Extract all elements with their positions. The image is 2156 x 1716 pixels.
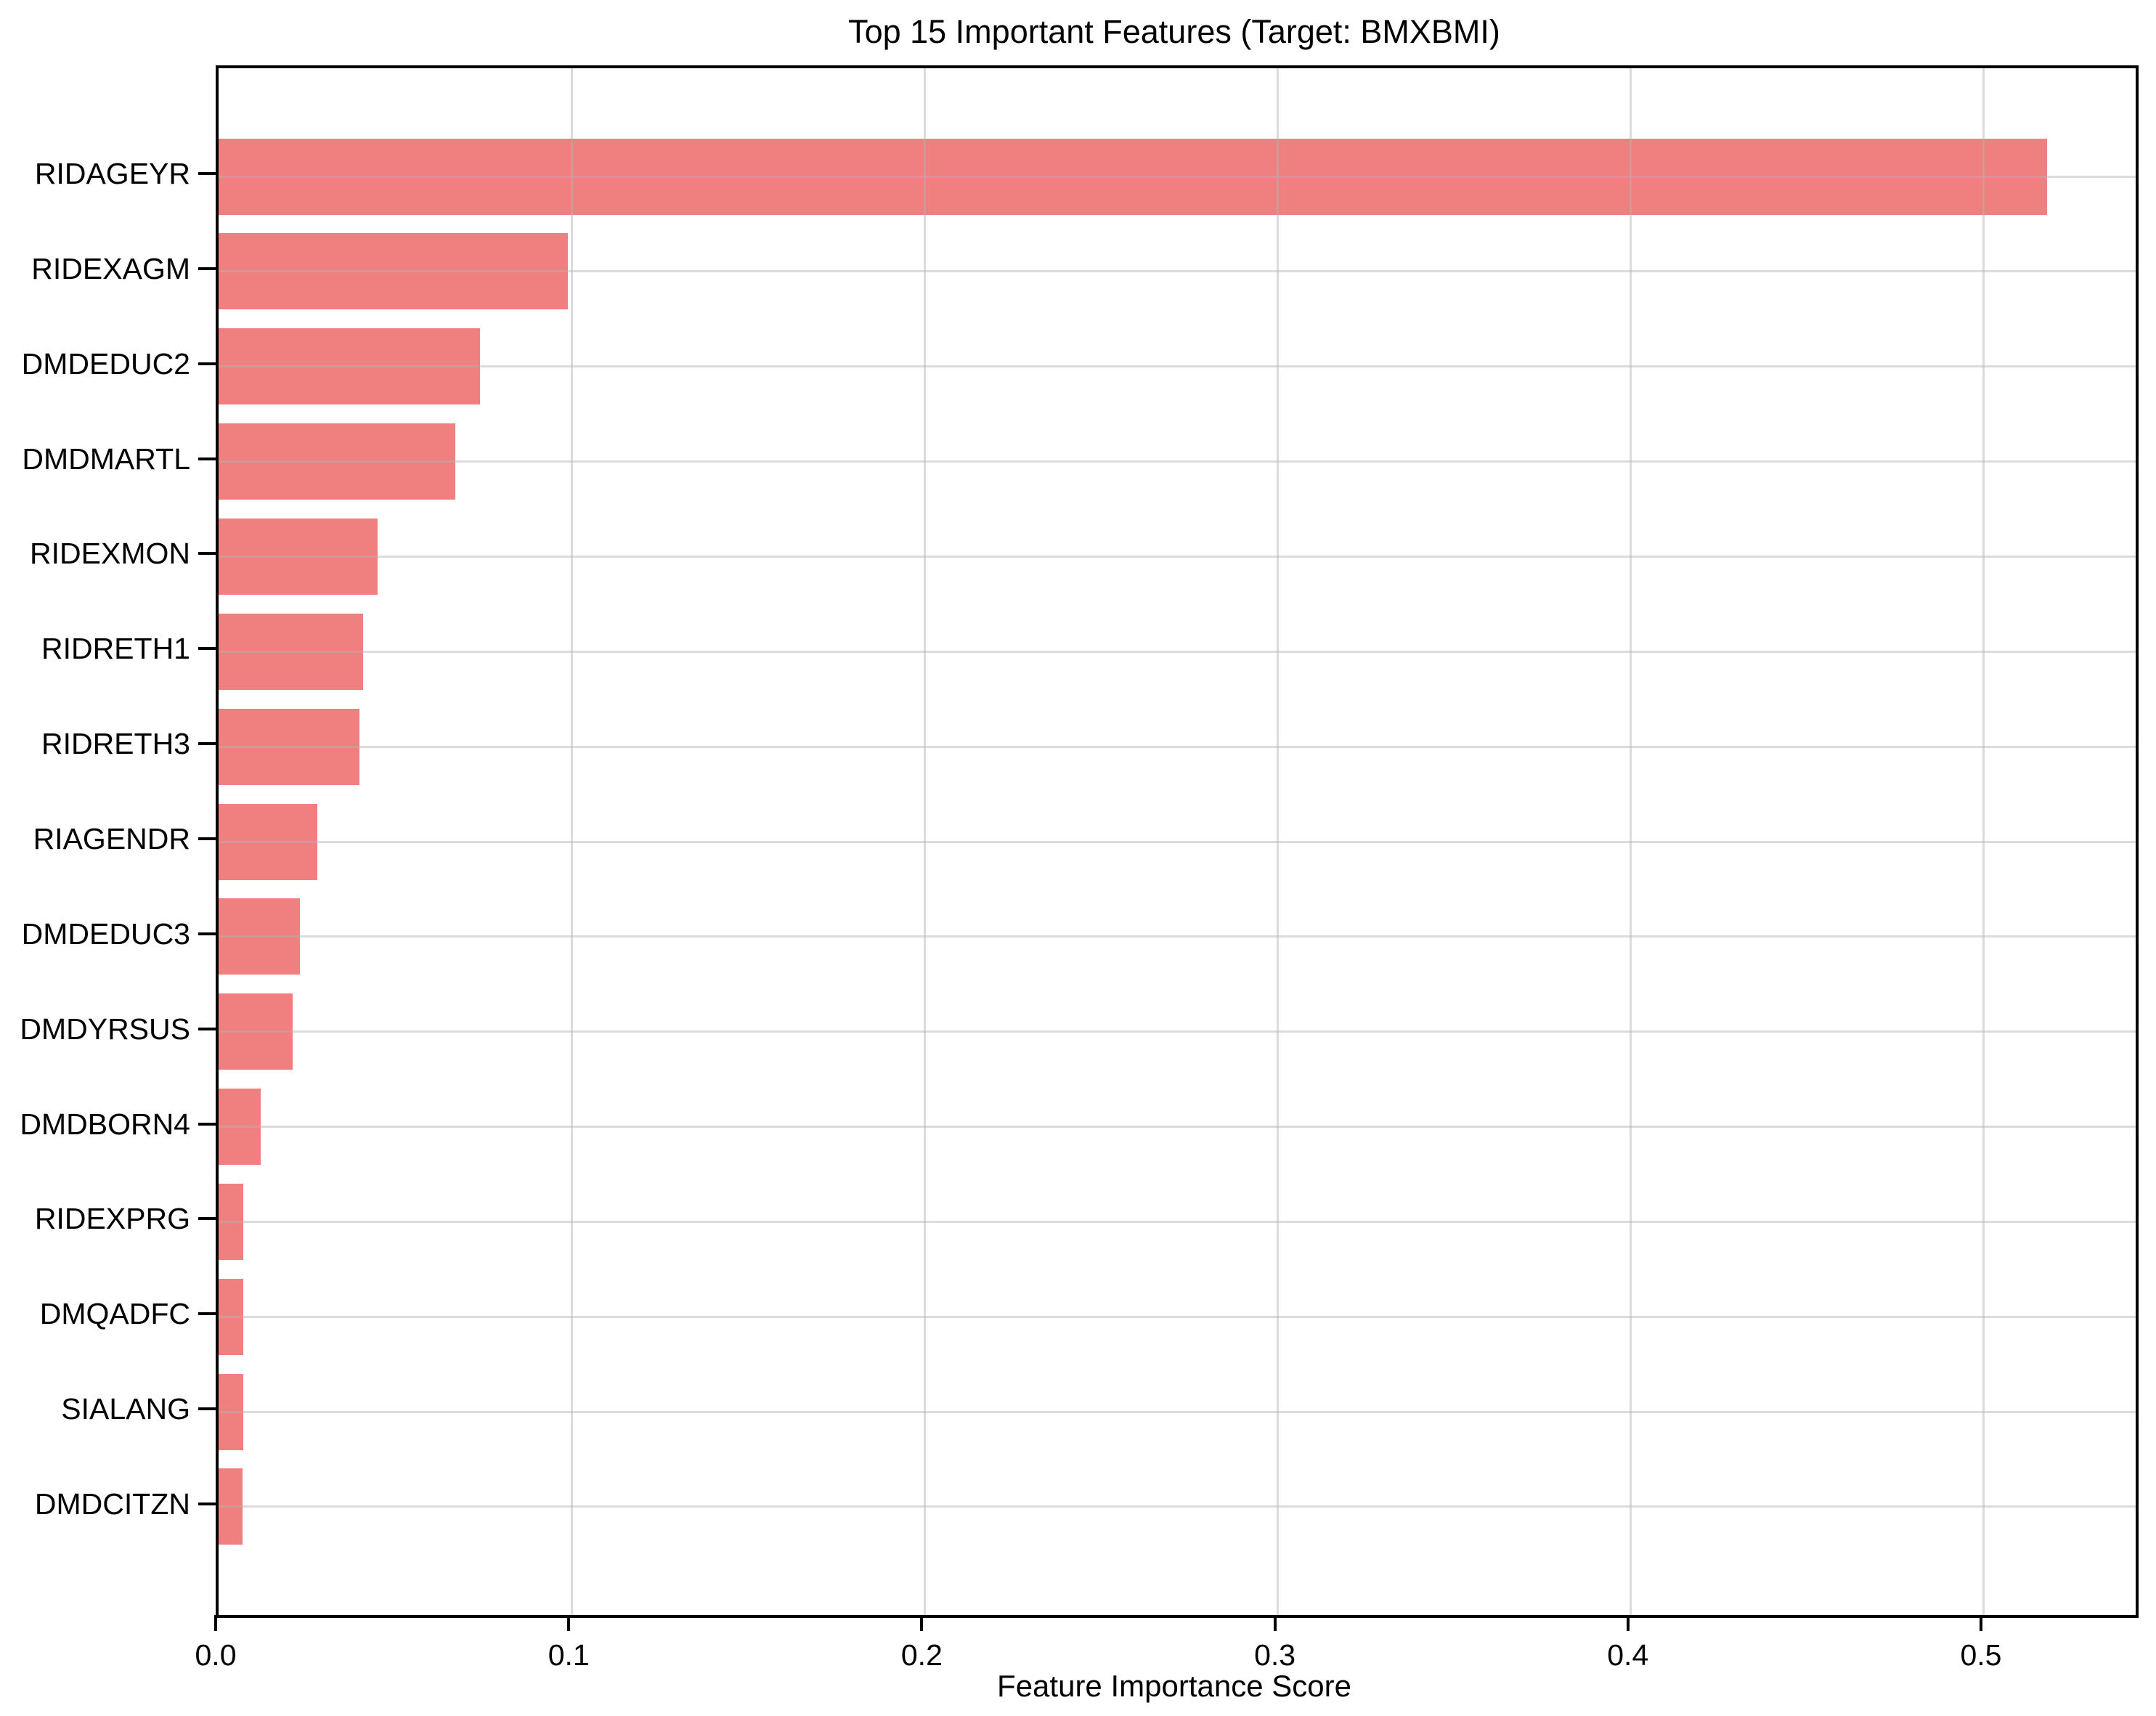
x-tick-mark [920,1615,924,1631]
bars-layer [219,68,2136,1615]
bar-dmqadfc [219,1278,243,1355]
bar-ridreth1 [219,613,364,690]
y-tick-mark [198,1122,216,1126]
chart-title: Top 15 Important Features (Target: BMXBM… [848,13,1500,50]
y-tick-mark [198,1502,216,1505]
bar-dmdeduc3 [219,898,300,975]
bar-ridexmon [219,518,378,595]
y-tick-mark [198,837,216,840]
y-tick-label-dmdeduc2: DMDEDUC2 [21,346,190,381]
y-tick-label-ridreth3: RIDRETH3 [41,727,190,761]
y-tick-mark [198,362,216,365]
x-tick-mark [214,1615,217,1631]
y-tick-label-ridreth1: RIDRETH1 [41,632,190,666]
y-tick-mark [198,1217,216,1221]
x-tick-label: 0.0 [195,1638,237,1672]
y-tick-label-ridageyr: RIDAGEYR [34,157,190,191]
bar-dmdcitzn [219,1468,243,1545]
y-tick-label-sialang: SIALANG [61,1392,190,1426]
y-tick-mark [198,457,216,460]
bar-ridageyr [219,138,2048,215]
x-tick-label: 0.1 [548,1638,590,1672]
x-tick-label: 0.4 [1607,1638,1649,1672]
x-axis-label: Feature Importance Score [997,1669,1351,1703]
x-tick-label: 0.3 [1254,1638,1296,1672]
y-tick-mark [198,932,216,935]
y-tick-mark [198,742,216,746]
y-tick-mark [198,172,216,176]
bar-ridreth3 [219,708,360,785]
x-tick-label: 0.2 [900,1638,943,1672]
y-tick-label-ridexprg: RIDEXPRG [34,1202,190,1236]
bar-ridexprg [219,1183,244,1260]
y-tick-mark [198,267,216,270]
y-tick-label-dmdcitzn: DMDCITZN [34,1487,190,1521]
bar-riagendr [219,803,318,880]
y-tick-label-dmdyrsus: DMDYRSUS [20,1012,190,1046]
y-tick-mark [198,1407,216,1411]
y-tick-mark [198,1312,216,1316]
y-tick-label-dmdborn4: DMDBORN4 [20,1107,190,1141]
y-tick-mark [198,552,216,556]
bar-sialang [219,1373,243,1450]
bar-ridexagm [219,233,569,310]
y-tick-label-dmdeduc3: DMDEDUC3 [21,916,190,951]
y-tick-label-dmqadfc: DMQADFC [39,1297,190,1331]
x-tick-label: 0.5 [1960,1638,2002,1672]
x-tick-mark [1979,1615,1982,1631]
x-tick-mark [567,1615,571,1631]
bar-dmdborn4 [219,1089,261,1166]
bar-dmdyrsus [219,993,293,1070]
bar-dmdmartl [219,423,455,500]
y-tick-mark [198,647,216,651]
bar-dmdeduc2 [219,328,480,405]
plot-area [216,65,2139,1618]
x-tick-mark [1273,1615,1277,1631]
x-tick-mark [1626,1615,1630,1631]
y-tick-label-riagendr: RIAGENDR [33,822,190,855]
y-tick-label-ridexagm: RIDEXAGM [31,251,190,285]
y-tick-mark [198,1027,216,1030]
y-tick-label-ridexmon: RIDEXMON [30,537,190,571]
y-tick-label-dmdmartl: DMDMARTL [22,442,190,476]
